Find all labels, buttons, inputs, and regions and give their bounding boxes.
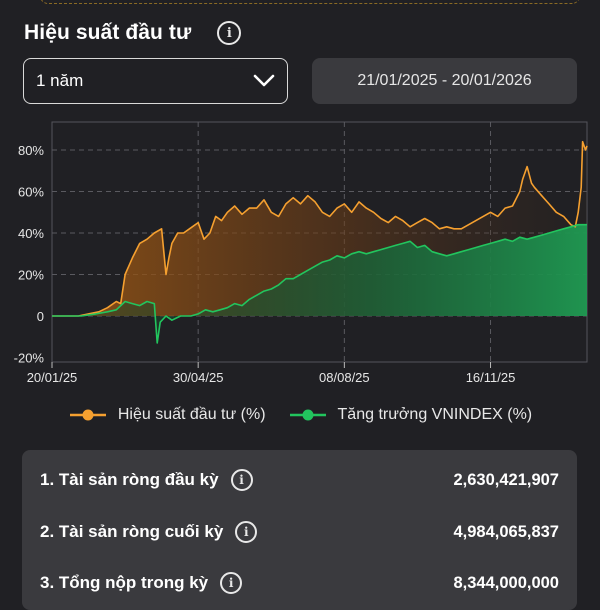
legend-item-performance[interactable]: Hiệu suất đầu tư (%) bbox=[68, 406, 266, 424]
x-tick-label: 08/08/25 bbox=[319, 370, 370, 385]
legend-label-performance: Hiệu suất đầu tư (%) bbox=[117, 406, 266, 423]
period-select-value: 1 năm bbox=[36, 71, 84, 90]
x-tick-label: 30/04/25 bbox=[173, 370, 224, 385]
previous-card-edge bbox=[40, 0, 580, 4]
period-select[interactable]: 1 năm bbox=[23, 58, 288, 104]
date-range-field[interactable]: 21/01/2025 - 20/01/2026 bbox=[312, 58, 577, 104]
legend-marker-green-icon bbox=[289, 409, 326, 421]
legend-item-vnindex[interactable]: Tăng trưởng VNINDEX (%) bbox=[288, 406, 533, 424]
summary-value: 2,630,421,907 bbox=[453, 470, 559, 489]
chart-lines bbox=[52, 140, 588, 344]
y-tick-label: 20% bbox=[18, 268, 44, 283]
legend-marker-orange-icon bbox=[69, 409, 106, 421]
x-tick-label: 20/01/25 bbox=[27, 370, 78, 385]
y-tick-label: 0 bbox=[37, 309, 44, 324]
info-icon[interactable]: i bbox=[220, 572, 243, 594]
y-tick-label: -20% bbox=[14, 351, 45, 366]
summary-value: 8,344,000,000 bbox=[453, 573, 559, 592]
section-title: Hiệu suất đầu tư bbox=[24, 21, 192, 44]
info-icon[interactable]: i bbox=[230, 469, 253, 491]
summary-panel: 1. Tài sản ròng đầu kỳ i 2,630,421,907 2… bbox=[22, 450, 577, 610]
x-axis-ticks: 20/01/25 30/04/25 08/08/25 16/11/25 bbox=[27, 370, 516, 385]
legend-label-vnindex: Tăng trưởng VNINDEX (%) bbox=[337, 406, 533, 423]
series-line-vnindex bbox=[52, 223, 587, 344]
performance-chart: 80% 60% 40% 20% 0 -20% 20/01/25 30/04/25 08/08/… bbox=[14, 121, 588, 385]
chevron-down-icon bbox=[253, 74, 275, 87]
summary-label: 1. Tài sản ròng đầu kỳ bbox=[40, 470, 219, 489]
y-tick-label: 60% bbox=[18, 185, 44, 200]
chart-areas bbox=[52, 141, 587, 343]
summary-label: 2. Tài sản ròng cuối kỳ bbox=[40, 522, 224, 541]
date-range-text: 21/01/2025 - 20/01/2026 bbox=[357, 72, 532, 89]
y-tick-label: 40% bbox=[18, 226, 44, 241]
info-icon[interactable]: i bbox=[217, 21, 242, 45]
x-tick-label: 16/11/25 bbox=[466, 370, 516, 385]
summary-row: 1. Tài sản ròng đầu kỳ i 2,630,421,907 bbox=[40, 465, 559, 495]
summary-row: 2. Tài sản ròng cuối kỳ i 4,984,065,837 bbox=[40, 517, 559, 547]
y-axis-ticks: 80% 60% 40% 20% 0 -20% bbox=[14, 143, 45, 366]
y-tick-label: 80% bbox=[18, 143, 44, 158]
summary-value: 4,984,065,837 bbox=[453, 522, 559, 541]
summary-label: 3. Tổng nộp trong kỳ bbox=[40, 573, 209, 592]
summary-row: 3. Tổng nộp trong kỳ i 8,344,000,000 bbox=[40, 568, 559, 598]
series-line-performance bbox=[52, 140, 588, 317]
section-header: Hiệu suất đầu tư i bbox=[24, 18, 242, 48]
chart-legend: Hiệu suất đầu tư (%) Tăng trưởng VNINDEX… bbox=[0, 406, 600, 424]
info-icon[interactable]: i bbox=[235, 521, 258, 543]
